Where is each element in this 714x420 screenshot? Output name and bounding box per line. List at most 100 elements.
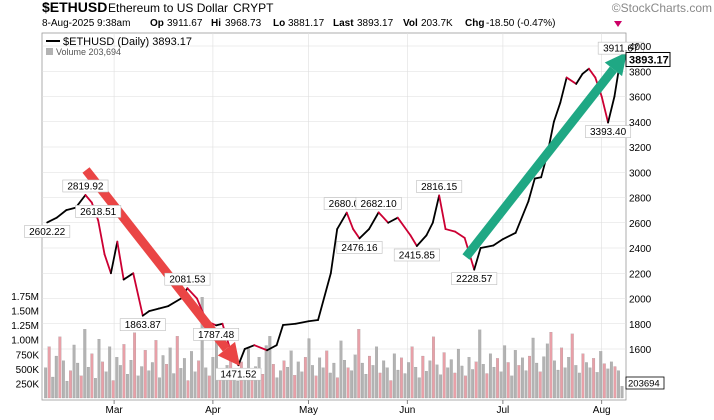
- volume-bar: [485, 373, 489, 399]
- volume-bar: [69, 370, 72, 399]
- volume-bar: [410, 346, 414, 399]
- volume-bar: [592, 358, 596, 399]
- price-segment: [148, 307, 160, 313]
- price-annotation-label: 1863.87: [125, 320, 162, 331]
- volume-bar: [585, 362, 588, 399]
- volume-bar: [435, 364, 439, 399]
- volume-bar: [403, 373, 407, 399]
- volume-bar: [396, 369, 400, 399]
- volume-bar: [311, 365, 314, 399]
- volume-bar: [204, 367, 208, 399]
- price-segment: [65, 206, 77, 212]
- price-annotation: 3393.40: [585, 125, 632, 138]
- price-tick-label: 3400: [629, 118, 652, 129]
- quote-date: 8-Aug-2025 9:38am: [42, 18, 130, 29]
- volume-bar: [560, 347, 564, 399]
- price-segment: [336, 211, 348, 230]
- volume-bar: [353, 354, 357, 399]
- volume-bar: [101, 361, 104, 399]
- price-annotation-label: 2228.57: [456, 274, 493, 285]
- price-segment: [533, 176, 543, 180]
- volume-bar: [86, 367, 90, 399]
- quote-chg: -18.50 (-0.47%): [486, 18, 555, 29]
- volume-bar: [360, 362, 364, 399]
- price-annotation-label: 2415.85: [399, 250, 436, 261]
- date-tick-label: Aug: [593, 405, 611, 416]
- volume-bar: [54, 355, 58, 399]
- price-annotation-label: 3393.40: [590, 127, 627, 138]
- volume-bar: [104, 371, 108, 399]
- last-volume-label: 203694: [628, 379, 660, 390]
- volume-bar: [321, 367, 325, 399]
- volume-bar: [488, 353, 492, 399]
- date-tick-label: Apr: [205, 405, 221, 416]
- volume-bar: [58, 336, 62, 399]
- quote-chg-label: Chg: [465, 18, 484, 29]
- volume-bar: [460, 365, 464, 399]
- volume-bar: [318, 357, 322, 399]
- volume-bar: [538, 371, 542, 399]
- volume-axis: 1.75M 1.50M 1.25M 1.00M 750K 500K 250K: [11, 292, 39, 390]
- volume-bar: [275, 377, 279, 399]
- price-segment: [377, 211, 390, 224]
- volume-bar: [179, 368, 183, 399]
- price-annotation: 1863.87: [119, 318, 166, 331]
- volume-bar: [268, 336, 272, 399]
- price-segment: [415, 234, 428, 247]
- date-tick-label: Mar: [105, 405, 123, 416]
- volume-bar: [553, 360, 556, 399]
- quote-line: 8-Aug-2025 9:38am Op 3911.67 Hi 3968.73 …: [42, 18, 622, 29]
- volume-bar: [143, 350, 147, 399]
- legend-price-label: $ETHUSD (Daily) 3893.17: [63, 36, 192, 48]
- volume-bar: [94, 378, 97, 399]
- volume-bar: [136, 375, 140, 399]
- price-segment: [581, 67, 590, 75]
- price-segment: [600, 95, 609, 124]
- grid-lines: [42, 33, 626, 400]
- green-trend-arrow: [462, 52, 627, 260]
- volume-bar: [158, 377, 161, 399]
- price-segment: [565, 76, 578, 85]
- chart-name: Ethereum to US Dollar: [108, 1, 228, 15]
- volume-bar: [620, 386, 624, 399]
- volume-bar: [293, 375, 297, 399]
- volume-bar: [414, 367, 418, 399]
- price-segment: [575, 72, 584, 85]
- volume-bar: [300, 371, 304, 399]
- price-segment: [502, 231, 517, 241]
- quote-hi-label: Hi: [211, 18, 221, 29]
- price-annotation: 1787.48: [193, 328, 240, 341]
- volume-bar: [617, 370, 620, 399]
- volume-bar: [65, 380, 69, 399]
- volume-bar: [350, 370, 354, 399]
- last-volume-marker: 203694: [625, 376, 665, 390]
- last-value-markers: 3893.17 203694: [625, 51, 671, 390]
- price-segment: [352, 228, 361, 240]
- quote-lo: 3881.17: [288, 18, 325, 29]
- price-annotation: 3911.67: [597, 41, 644, 55]
- date-tick-label: Jul: [497, 405, 510, 416]
- price-segment: [97, 219, 106, 256]
- volume-tick-label: 1.50M: [11, 307, 39, 318]
- volume-bar: [307, 338, 311, 399]
- brand-logo: ©StockCharts.com: [612, 1, 712, 15]
- price-annotation: 2819.92: [62, 179, 109, 192]
- price-segment: [329, 228, 339, 275]
- price-annotation: 2682.10: [355, 197, 402, 210]
- price-segment: [186, 287, 198, 300]
- price-segment: [409, 234, 418, 247]
- volume-bars: [44, 297, 624, 399]
- price-segment: [266, 344, 278, 352]
- volume-bar: [161, 355, 165, 399]
- volume-bar: [325, 350, 329, 399]
- quote-op: 3911.67: [167, 18, 203, 29]
- volume-bar: [343, 360, 346, 399]
- price-annotation-label: 2680.04: [329, 199, 366, 210]
- price-segment: [275, 324, 284, 347]
- volume-bar: [72, 344, 76, 399]
- volume-bar: [481, 364, 485, 399]
- date-axis: Mar Apr May Jun Jul Aug: [105, 400, 611, 416]
- price-segment: [425, 221, 434, 237]
- volume-bar: [303, 357, 307, 399]
